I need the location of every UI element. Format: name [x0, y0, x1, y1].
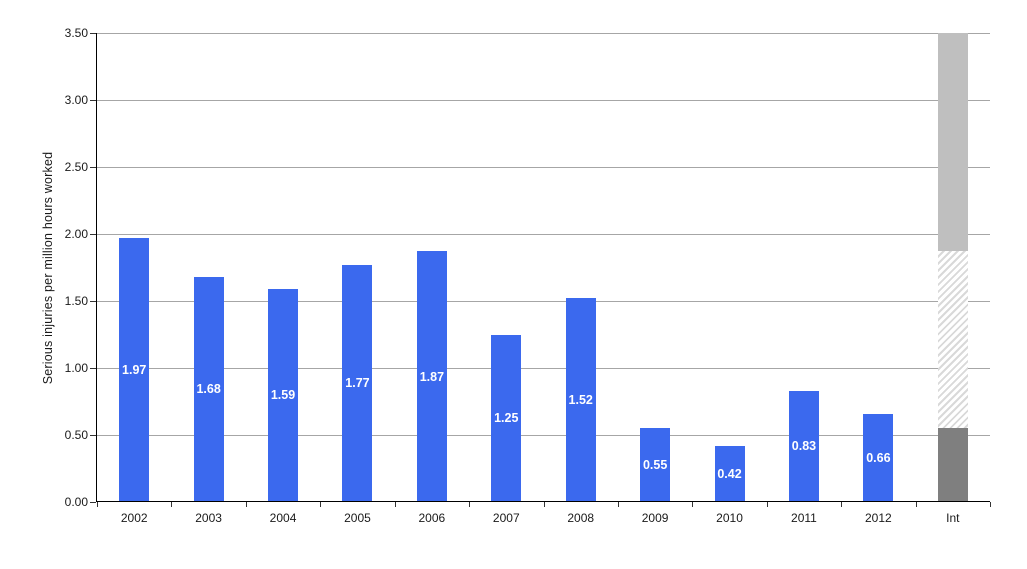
x-axis-label-2010: 2010 [716, 511, 743, 525]
bar-2009 [640, 428, 671, 502]
bar-value-label: 1.97 [122, 363, 147, 377]
xtick-mark [990, 502, 991, 507]
x-axis-label-2004: 2004 [269, 511, 297, 525]
xtick-mark [617, 502, 619, 507]
xtick-mark [915, 502, 917, 507]
bar-2004 [268, 288, 299, 502]
xtick-mark [766, 502, 768, 507]
x-axis-label-2009: 2009 [641, 511, 669, 525]
int-segment-high-solid [937, 33, 968, 252]
ytick-mark [90, 32, 96, 34]
ytick-mark [90, 99, 96, 101]
ytick-mark [90, 501, 96, 503]
bar-2010 [714, 445, 745, 502]
ytick-label: 1.50 [64, 294, 88, 308]
xtick-mark [841, 502, 843, 507]
y-axis-line [95, 33, 97, 502]
gridline [97, 32, 990, 34]
y-axis-title: Serious injuries per million hours worke… [41, 151, 55, 385]
bar-value-label: 0.55 [642, 458, 668, 473]
bar-2007 [491, 334, 522, 502]
ytick-label: 1.00 [64, 361, 88, 375]
x-axis-label-2002: 2002 [120, 511, 148, 525]
gridline [97, 434, 990, 436]
bar-2006 [416, 251, 447, 502]
ytick-mark [90, 233, 96, 235]
xtick-mark [543, 502, 545, 507]
bar-value-label: 1.87 [419, 369, 445, 384]
x-axis-label-2008: 2008 [567, 511, 595, 525]
bar-2011 [788, 390, 819, 502]
bar-value-label: 1.59 [270, 388, 296, 403]
bar-value-label: 1.77 [345, 376, 370, 391]
bar-value-label: 1.68 [196, 382, 221, 397]
ytick-label: 3.50 [64, 26, 88, 40]
ytick-label: 2.00 [64, 227, 88, 241]
ytick-label: 0.50 [64, 428, 88, 442]
x-axis-line [95, 500, 990, 502]
bar-value-label: 0.66 [866, 450, 891, 465]
ytick-mark [90, 367, 96, 369]
gridline [97, 166, 990, 168]
x-axis-label-2006: 2006 [418, 511, 446, 525]
x-axis-label-Int: Int [946, 511, 960, 525]
xtick-mark [97, 502, 98, 507]
ytick-label: 2.50 [64, 160, 88, 174]
x-axis-label-2007: 2007 [492, 511, 520, 525]
x-axis-label-2012: 2012 [865, 511, 892, 525]
bar-2003 [193, 276, 224, 502]
gridline [97, 367, 990, 369]
plot-area: 1.97 1.68 1.59 1.77 1.87 1.25 1.52 0.55 0.42 0.83… [97, 32, 990, 502]
int-segment-mid-hatched [937, 251, 968, 429]
bar-value-label: 0.83 [791, 439, 817, 454]
ytick-label: 3.00 [64, 93, 88, 107]
bar-value-label: 0.42 [717, 466, 742, 481]
ytick-label: 0.00 [64, 495, 88, 509]
x-axis-label-2003: 2003 [195, 511, 222, 525]
ytick-mark [90, 166, 96, 168]
xtick-mark [469, 502, 471, 507]
bar-2005 [342, 264, 373, 502]
bar-2012 [863, 413, 894, 502]
bar-value-label: 1.52 [568, 393, 593, 408]
xtick-mark [394, 502, 396, 507]
bar-2008 [565, 298, 596, 502]
gridline [97, 99, 990, 101]
xtick-mark [692, 502, 694, 507]
xtick-mark [320, 502, 322, 507]
gridline [97, 233, 990, 235]
x-axis-label-2011: 2011 [791, 511, 817, 525]
xtick-mark [245, 502, 247, 507]
x-axis-label-2005: 2005 [344, 511, 371, 525]
bar-2002 [119, 238, 150, 502]
xtick-mark [171, 502, 173, 507]
gridline [97, 300, 990, 302]
bar-value-label: 1.25 [494, 411, 519, 426]
int-segment-low-solid [937, 428, 968, 502]
ytick-mark [90, 300, 96, 302]
ytick-mark [90, 434, 96, 436]
